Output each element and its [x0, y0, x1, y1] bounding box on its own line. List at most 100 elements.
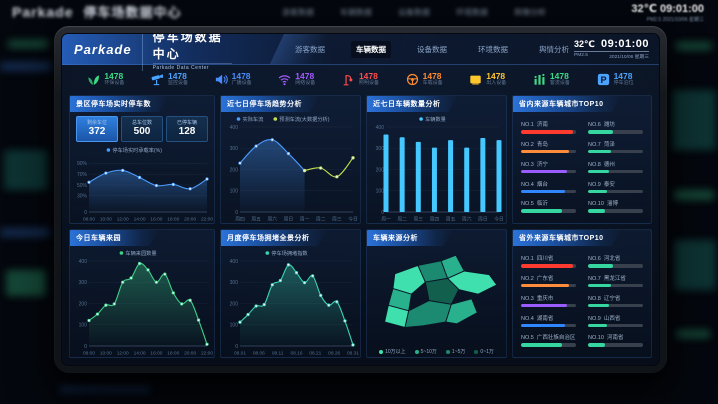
svg-text:10:00: 10:00 — [100, 351, 112, 357]
svg-text:10:00: 10:00 — [100, 217, 112, 223]
background-nav-ghost: 游客数据 车辆数据 设备数据 环境数据 舆情分析 — [282, 7, 546, 18]
today-vehicle-line-chart: 400 300 200 100 0 08:00 10:00 12:00 14:00 16:00 18… — [70, 246, 214, 357]
top10-label: NO.4 烟台 — [521, 181, 548, 188]
nav-tab-舆情分析[interactable]: 舆情分析 — [539, 44, 570, 54]
top10-item: NO.5 临沂 — [521, 196, 576, 216]
top10-item: NO.8 辽宁省 — [588, 291, 643, 311]
top10-bar — [588, 264, 614, 268]
top10-track — [521, 323, 576, 328]
top10-item: NO.5 广西壮族自治区 — [521, 330, 576, 350]
map-legend-item: 5~10万 — [414, 348, 437, 355]
svg-text:300: 300 — [230, 146, 239, 152]
svg-text:08:00: 08:00 — [83, 351, 95, 357]
svg-text:周五: 周五 — [446, 217, 456, 223]
svg-text:0: 0 — [235, 344, 238, 350]
svg-text:车辆来园数量: 车辆来园数量 — [125, 249, 156, 257]
stat-label: 停车泊位 — [613, 79, 634, 86]
top10-label: NO.10 淄博 — [588, 201, 618, 208]
top10-track — [521, 149, 576, 154]
svg-text:今日: 今日 — [348, 216, 358, 223]
svg-text:0: 0 — [84, 210, 87, 216]
svg-text:周一: 周一 — [381, 217, 391, 223]
top10-bar — [521, 264, 574, 268]
dashboard-screen: Parkade 停车场数据中心 Parkade Data Center 游客数据… — [61, 33, 660, 366]
svg-text:30%: 30% — [77, 194, 88, 200]
parking-box-已停车辆[interactable]: 已停车辆 128 — [166, 116, 208, 142]
svg-text:200: 200 — [230, 167, 239, 173]
parking-box-剩余车位[interactable]: 剩余车位 372 — [76, 116, 118, 142]
top10-label: NO.3 重庆市 — [521, 295, 554, 302]
top10-bar — [521, 149, 570, 154]
stat-value: 1478 — [231, 70, 251, 81]
top10-item: NO.10 淄博 — [588, 196, 643, 216]
stat-value: 1478 — [422, 70, 442, 81]
parking-stat-boxes: 剩余车位 372 总车位数 500 已停车辆 128 — [76, 116, 208, 142]
monitor-frame: Parkade 停车场数据中心 Parkade Data Center 游客数据… — [54, 26, 667, 373]
stat-value: 1478 — [167, 70, 187, 81]
svg-text:18:00: 18:00 — [167, 217, 179, 223]
svg-text:90%: 90% — [77, 161, 88, 167]
lamp-icon — [342, 73, 355, 86]
stat-label: 客流设备 — [549, 79, 570, 86]
svg-text:100: 100 — [230, 323, 239, 329]
wifi-icon — [278, 73, 291, 86]
top10-label: NO.2 青岛 — [521, 141, 548, 148]
stat-camera: 1478 监控设备 — [151, 70, 188, 87]
top10-track — [588, 303, 643, 308]
stat-parking: P 1478 停车泊位 — [597, 71, 634, 87]
top10-label: NO.1 四川省 — [521, 256, 554, 263]
top10-bar — [521, 169, 568, 174]
clock-block: 32℃ 09:01:00 PM2.5 2021/10/06 星期三 — [574, 38, 649, 60]
title-block: 停车场数据中心 Parkade Data Center — [141, 34, 233, 71]
panel-grid: 景区停车场实时停车数 剩余车位 372 总车位数 500 已停车辆 128 90% 7… — [62, 93, 659, 365]
svg-text:08.16: 08.16 — [290, 351, 302, 357]
svg-text:16:00: 16:00 — [150, 351, 162, 357]
pm-label: PM2.5 — [574, 53, 588, 58]
top10-bar — [521, 343, 562, 347]
top10-track — [588, 209, 643, 213]
top10-item: NO.8 德州 — [588, 157, 643, 177]
svg-text:周二: 周二 — [397, 217, 407, 223]
top10-track — [521, 283, 576, 288]
speaker-icon — [215, 73, 228, 86]
dashboard-header: Parkade 停车场数据中心 Parkade Data Center 游客数据… — [62, 34, 659, 71]
top10-outside-list: NO.1 四川省 NO.2 广东省 NO.3 重庆市 NO.4 湖南省 NO.5… — [513, 246, 651, 357]
nav-tab-游客数据[interactable]: 游客数据 — [295, 44, 326, 54]
top10-track — [521, 303, 576, 308]
background-blur — [4, 150, 48, 190]
nav-tab-设备数据[interactable]: 设备数据 — [417, 44, 448, 54]
stat-value: 1478 — [104, 70, 124, 81]
svg-text:08.11: 08.11 — [272, 351, 284, 357]
top10-bar — [521, 130, 574, 134]
stat-label: 环保设备 — [104, 79, 125, 86]
box-label: 已停车辆 — [176, 120, 197, 126]
steering-icon — [406, 73, 419, 86]
panel-vehicle-origin-map: 车辆来源分析 — [366, 229, 507, 358]
svg-text:08:00: 08:00 — [83, 217, 95, 223]
top10-bar — [588, 149, 612, 154]
top10-label: NO.2 广东省 — [521, 275, 554, 282]
nav-tab-环境数据[interactable]: 环境数据 — [478, 44, 509, 54]
top10-bar — [521, 303, 568, 308]
map-legend-item: 1~5万 — [445, 348, 465, 355]
parking-box-总车位数[interactable]: 总车位数 500 — [121, 116, 163, 142]
top10-item: NO.9 泰安 — [588, 176, 643, 196]
top10-item: NO.1 济南 — [521, 117, 576, 137]
box-label: 总车位数 — [131, 120, 152, 126]
background-nav-item: 游客数据 — [282, 8, 314, 17]
svg-text:周五: 周五 — [251, 217, 261, 223]
panel-week-trend: 近七日停车场趋势分析 400 300 200 100 0 周四 周五 周六 周日 周一 周二 周三 今日… — [220, 95, 361, 224]
gate-icon — [469, 73, 482, 86]
svg-text:0: 0 — [381, 210, 384, 216]
svg-text:22:00: 22:00 — [201, 351, 213, 357]
svg-text:车辆数量: 车辆数量 — [425, 115, 446, 123]
top10-track — [521, 264, 576, 268]
top10-item: NO.4 湖南省 — [521, 310, 576, 330]
top10-track — [521, 189, 576, 194]
box-label: 剩余车位 — [86, 120, 107, 126]
top10-bar — [588, 303, 609, 308]
nav-tab-车辆数据[interactable]: 车辆数据 — [351, 40, 392, 58]
svg-text:08.06: 08.06 — [253, 351, 265, 357]
top10-item: NO.1 四川省 — [521, 251, 576, 271]
shandong-map — [384, 254, 498, 328]
